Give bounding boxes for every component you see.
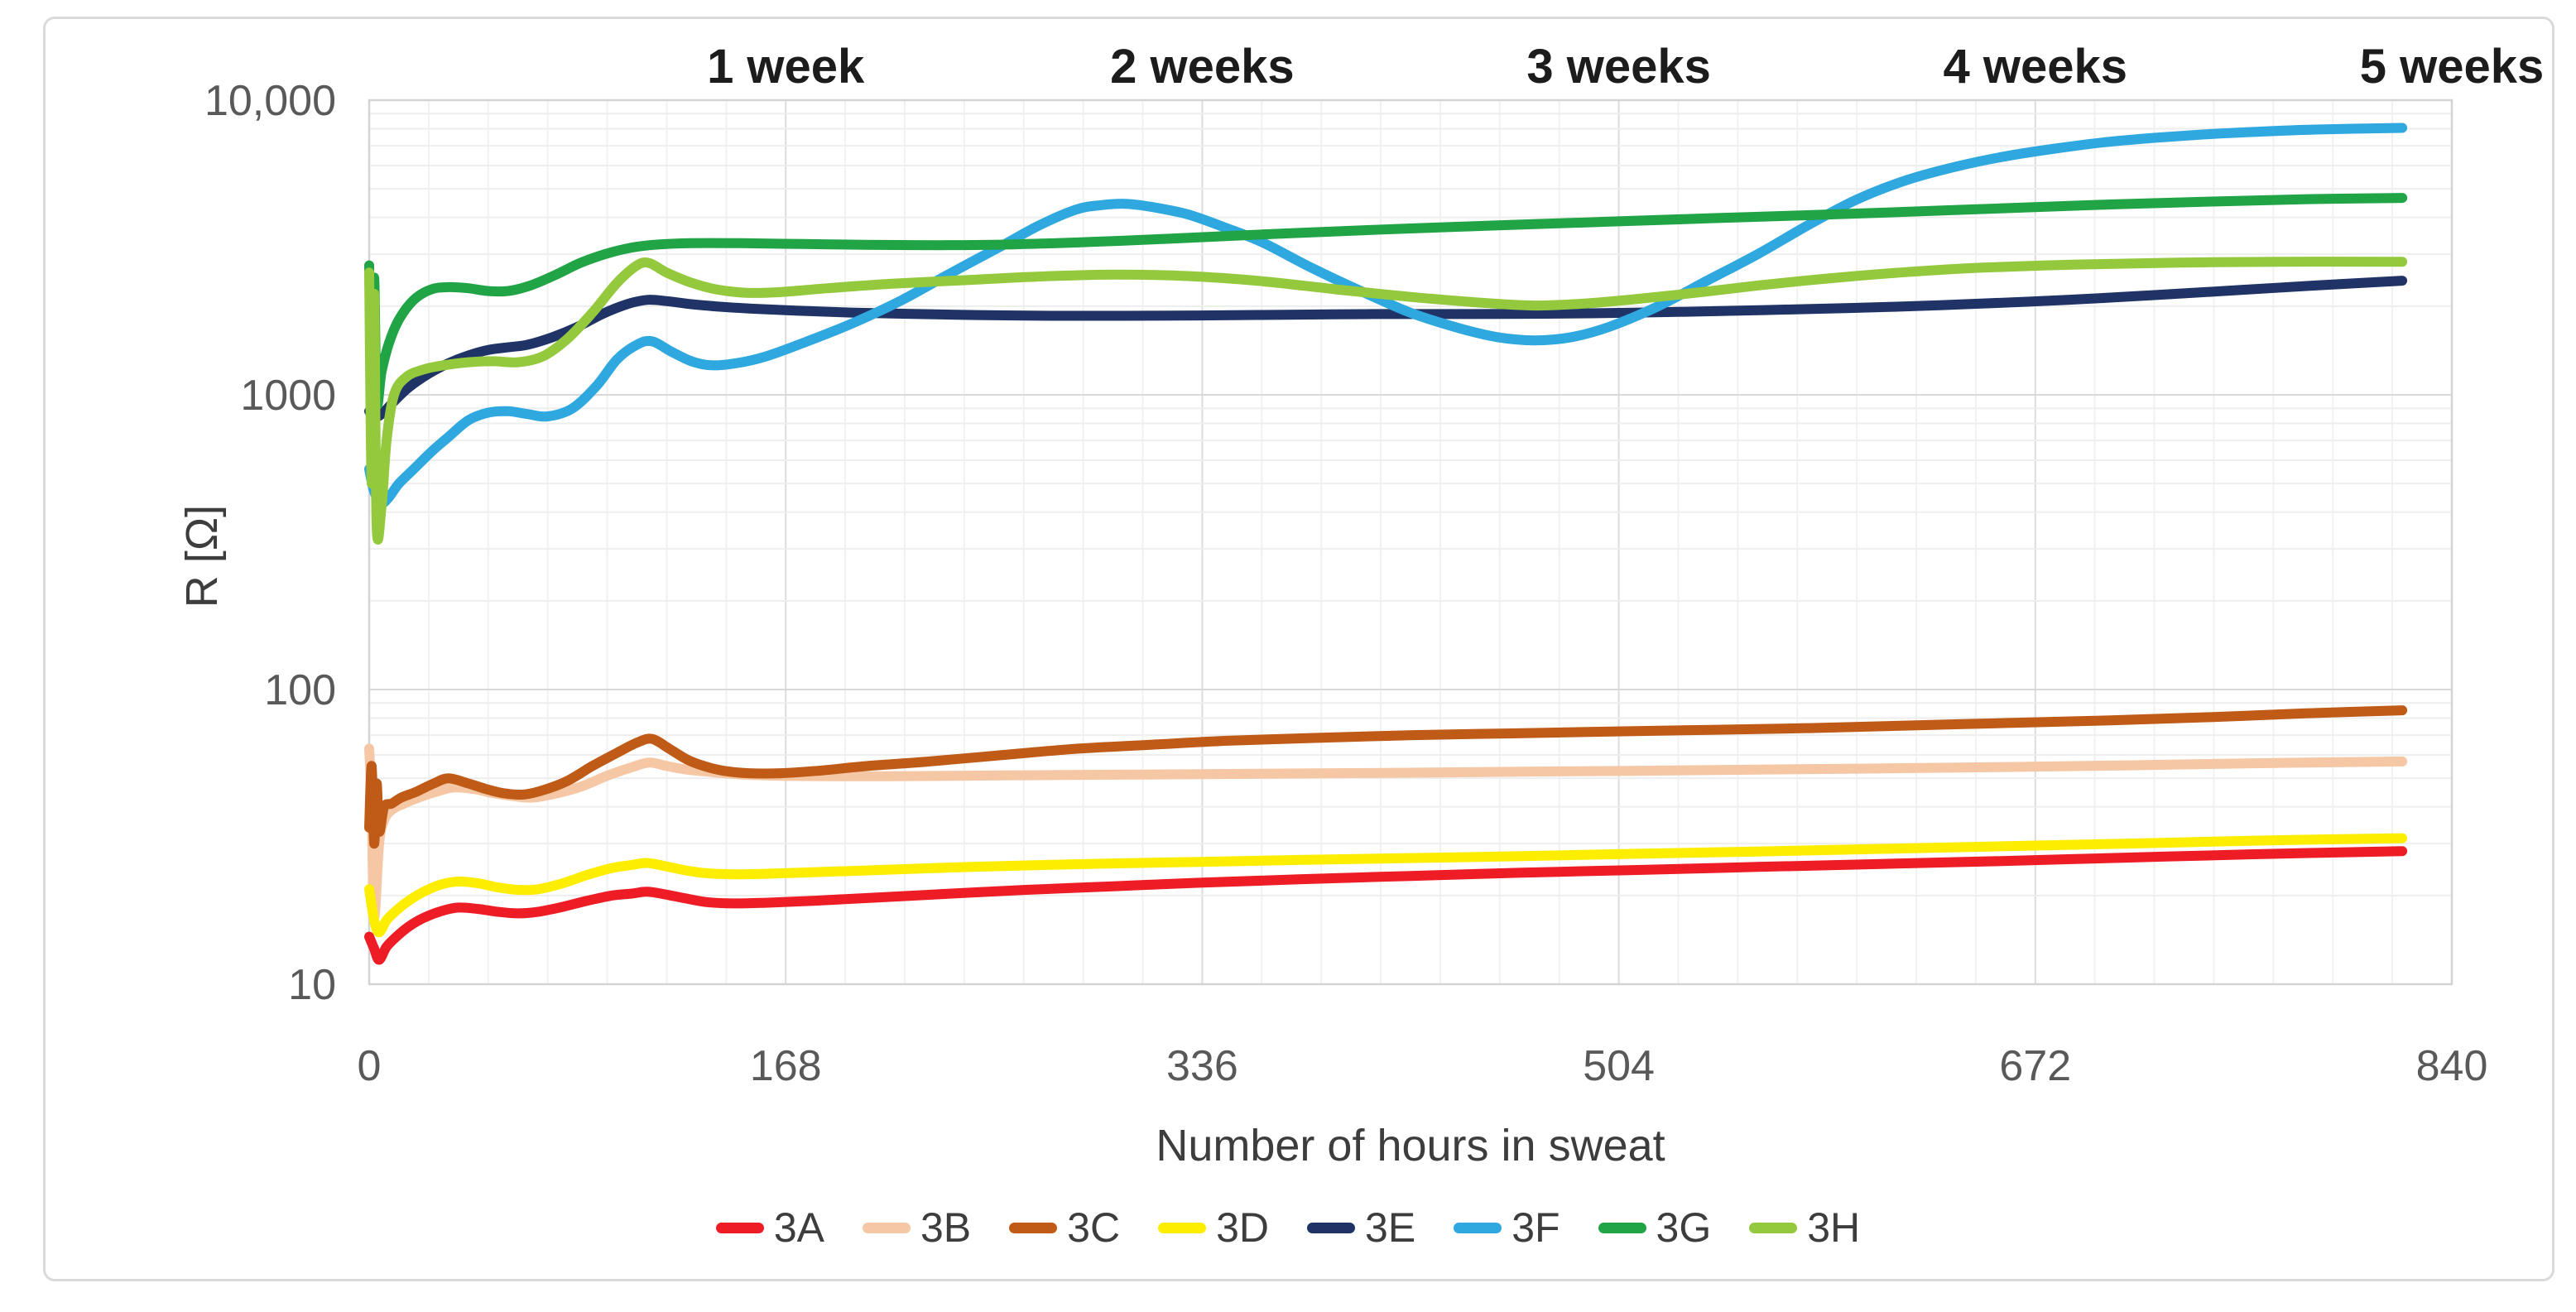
legend-label-3D: 3D	[1216, 1204, 1270, 1251]
x-tick-label-168: 168	[750, 1042, 822, 1090]
x-tick-label-672: 672	[1999, 1042, 2071, 1090]
legend-item-3F: 3F	[1454, 1207, 1560, 1248]
legend-swatch-3A	[715, 1222, 764, 1233]
y-tick-label-10: 10	[288, 961, 336, 1009]
y-tick-label-10000: 10,000	[204, 77, 336, 125]
x-axis-title: Number of hours in sweat	[1156, 1121, 1665, 1170]
week-annotation-336: 2 weeks	[1110, 40, 1295, 94]
legend-item-3E: 3E	[1307, 1207, 1415, 1248]
series-3F-line	[364, 123, 2408, 508]
series-3D-line	[364, 833, 2408, 938]
plot-border	[368, 99, 2453, 986]
figure-card	[43, 17, 2554, 1281]
legend-label-3C: 3C	[1067, 1204, 1121, 1251]
legend-label-3A: 3A	[773, 1204, 824, 1251]
week-annotation-672: 4 weeks	[1944, 40, 2128, 94]
legend: 3A 3B 3C 3D 3E 3F 3G 3H	[0, 1199, 2576, 1257]
plot-area-border	[368, 99, 2453, 986]
legend-swatch-3G	[1598, 1222, 1646, 1233]
y-tick-label-100: 100	[264, 666, 336, 714]
legend-item-3H: 3H	[1749, 1207, 1860, 1248]
week-annotation-168: 1 week	[707, 40, 865, 94]
y-axis-title: R [Ω]	[177, 505, 227, 608]
week-annotation-504: 3 weeks	[1526, 40, 1711, 94]
legend-swatch-3F	[1454, 1222, 1502, 1233]
x-axis-tick-labels: 0 168 336 504 672 840	[358, 1042, 2488, 1090]
x-tick-label-504: 504	[1583, 1042, 1655, 1090]
y-tick-label-1000: 1000	[240, 372, 336, 420]
week-annotation-840: 5 weeks	[2360, 40, 2545, 94]
legend-item-3G: 3G	[1598, 1204, 1712, 1251]
legend-item-3A: 3A	[715, 1204, 824, 1251]
legend-item-3C: 3C	[1009, 1207, 1120, 1248]
series-lines	[364, 123, 2408, 965]
x-tick-label-336: 336	[1166, 1042, 1238, 1090]
legend-swatch-3D	[1158, 1222, 1207, 1233]
x-tick-label-0: 0	[358, 1042, 382, 1090]
legend-item-3B: 3B	[863, 1207, 971, 1248]
legend-label-3B: 3B	[920, 1204, 972, 1251]
legend-label-3H: 3H	[1807, 1204, 1861, 1251]
legend-swatch-3H	[1749, 1222, 1798, 1233]
y-axis-tick-labels: 10 100 1000 10,000	[204, 77, 336, 1009]
legend-swatch-3E	[1307, 1222, 1356, 1233]
series-3C-line	[364, 705, 2408, 849]
legend-label-3G: 3G	[1656, 1204, 1712, 1251]
week-annotation-labels: 1 week 2 weeks 3 weeks 4 weeks 5 weeks	[707, 40, 2544, 94]
legend-label-3F: 3F	[1511, 1204, 1560, 1251]
legend-item-3D: 3D	[1158, 1207, 1269, 1248]
series-3H-line	[364, 257, 2408, 545]
x-tick-label-840: 840	[2416, 1042, 2488, 1090]
series-3A-line	[364, 846, 2408, 965]
legend-label-3E: 3E	[1365, 1204, 1416, 1251]
series-3E-line	[364, 276, 2408, 423]
series-3G-line	[364, 193, 2408, 411]
legend-swatch-3C	[1009, 1222, 1058, 1233]
legend-swatch-3B	[863, 1222, 911, 1233]
